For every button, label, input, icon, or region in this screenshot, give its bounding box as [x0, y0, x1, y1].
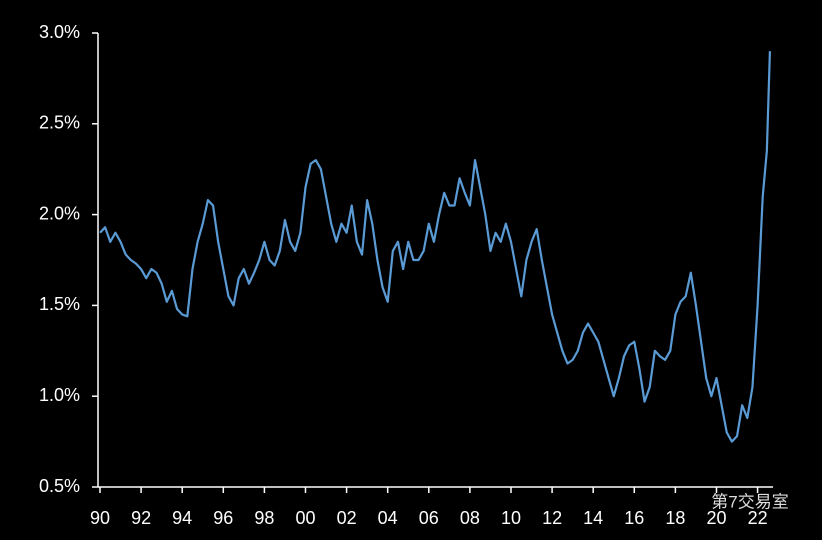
x-tick-label: 06: [419, 508, 439, 528]
y-tick-label: 2.5%: [39, 113, 80, 133]
x-tick-label: 02: [337, 508, 357, 528]
x-tick-label: 00: [295, 508, 315, 528]
x-tick-label: 96: [213, 508, 233, 528]
x-tick-label: 92: [131, 508, 151, 528]
y-tick-label: 1.5%: [39, 294, 80, 314]
x-tick-label: 04: [378, 508, 398, 528]
y-tick-label: 2.0%: [39, 203, 80, 223]
x-tick-label: 18: [665, 508, 685, 528]
y-tick-label: 3.0%: [39, 22, 80, 42]
x-tick-label: 08: [460, 508, 480, 528]
x-tick-label: 12: [542, 508, 562, 528]
x-tick-label: 22: [748, 508, 768, 528]
x-tick-label: 90: [90, 508, 110, 528]
x-tick-label: 14: [583, 508, 603, 528]
watermark: 第7交易室: [711, 492, 788, 511]
data-line: [99, 51, 772, 443]
x-tick-label: 98: [254, 508, 274, 528]
x-tick-label: 10: [501, 508, 521, 528]
x-tick-label: 20: [706, 508, 726, 528]
y-tick-label: 1.0%: [39, 385, 80, 405]
x-tick-label: 16: [624, 508, 644, 528]
x-tick-label: 94: [172, 508, 192, 528]
y-tick-label: 0.5%: [39, 476, 80, 496]
